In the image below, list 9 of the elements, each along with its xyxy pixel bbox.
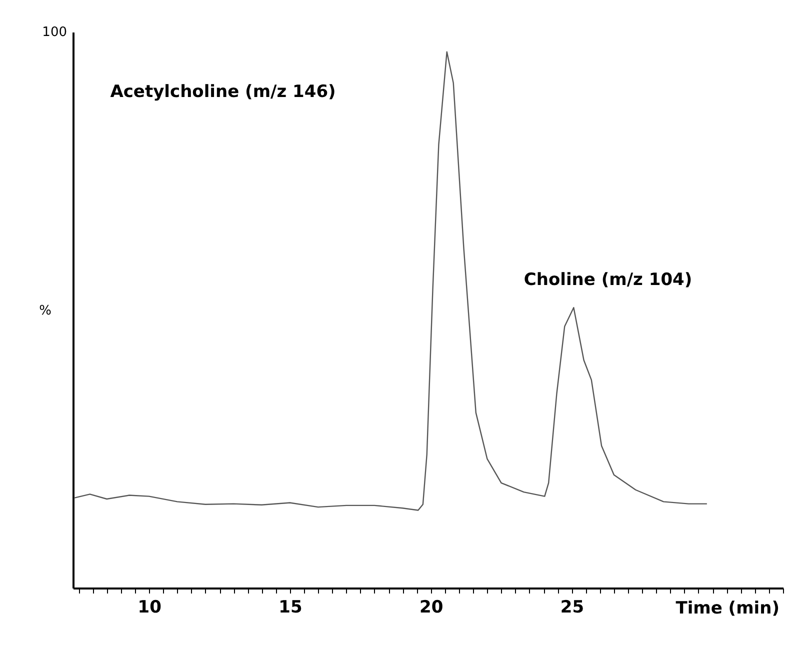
annotation: Choline (m/z 104) [524, 270, 692, 290]
y-axis-title: % [39, 304, 52, 318]
x-tick-label: 15 [278, 598, 302, 618]
x-tick-label: 10 [138, 598, 162, 618]
x-axis-title: Time (min) [676, 598, 780, 618]
text: 100 [42, 25, 67, 40]
annotation: Acetylcholine (m/z 146) [110, 82, 336, 102]
x-tick-label: 20 [419, 598, 444, 618]
x-tick-label: 25 [560, 598, 584, 618]
